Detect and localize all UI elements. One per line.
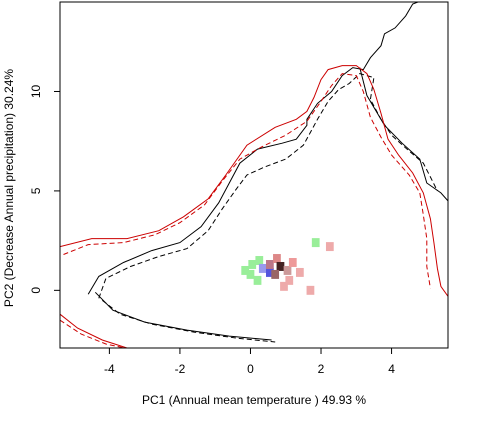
- y-tick-label-1: 5: [29, 187, 43, 194]
- contour-line-1: [359, 67, 448, 202]
- density-cell-0: [241, 265, 250, 275]
- x-tick-label-2: 0: [247, 362, 254, 376]
- y-tick-label-0: 0: [29, 287, 43, 294]
- density-cell-16: [306, 285, 315, 295]
- density-cell-7: [265, 260, 274, 269]
- density-cell-4: [253, 275, 262, 285]
- density-cell-14: [295, 267, 304, 277]
- density-cell-10: [271, 269, 280, 279]
- plot-frame: [59, 1, 449, 349]
- density-layer: [241, 238, 334, 295]
- density-cell-3: [255, 256, 264, 265]
- y-axis-label: PC2 (Decrease Annual precipitation) 30.2…: [2, 69, 16, 307]
- density-cell-17: [311, 238, 320, 248]
- density-cell-9: [276, 261, 285, 271]
- density-cell-8: [273, 254, 281, 263]
- contour-line-0: [87, 2, 420, 295]
- x-axis-label: PC1 (Annual mean temperature ) 49.93 %: [142, 393, 366, 407]
- density-cell-2: [248, 260, 257, 269]
- density-cell-18: [325, 242, 334, 252]
- x-tick-label-3: 2: [318, 362, 325, 376]
- density-cell-12: [288, 258, 297, 267]
- contour-line-6: [63, 73, 431, 289]
- density-cell-5: [258, 263, 267, 273]
- x-tick-label-1: -2: [175, 362, 186, 376]
- x-tick-label-4: 4: [388, 362, 395, 376]
- x-axis: -4 -2 0 2 4: [104, 347, 395, 376]
- y-tick-label-2: 10: [29, 84, 43, 98]
- series-layer: [60, 2, 448, 348]
- density-cell-11: [283, 265, 292, 275]
- contour-line-4: [101, 299, 276, 343]
- contour-line-7: [60, 313, 128, 348]
- density-cell-6: [265, 267, 274, 277]
- x-tick-label-0: -4: [104, 362, 115, 376]
- density-cell-13: [285, 275, 294, 285]
- y-axis: 0 5 10: [29, 84, 61, 294]
- contour-line-8: [60, 319, 128, 348]
- contour-line-2: [94, 291, 272, 341]
- contour-line-5: [60, 65, 448, 297]
- density-cell-1: [246, 269, 255, 279]
- density-cell-15: [280, 281, 288, 291]
- contour-line-3: [98, 73, 438, 299]
